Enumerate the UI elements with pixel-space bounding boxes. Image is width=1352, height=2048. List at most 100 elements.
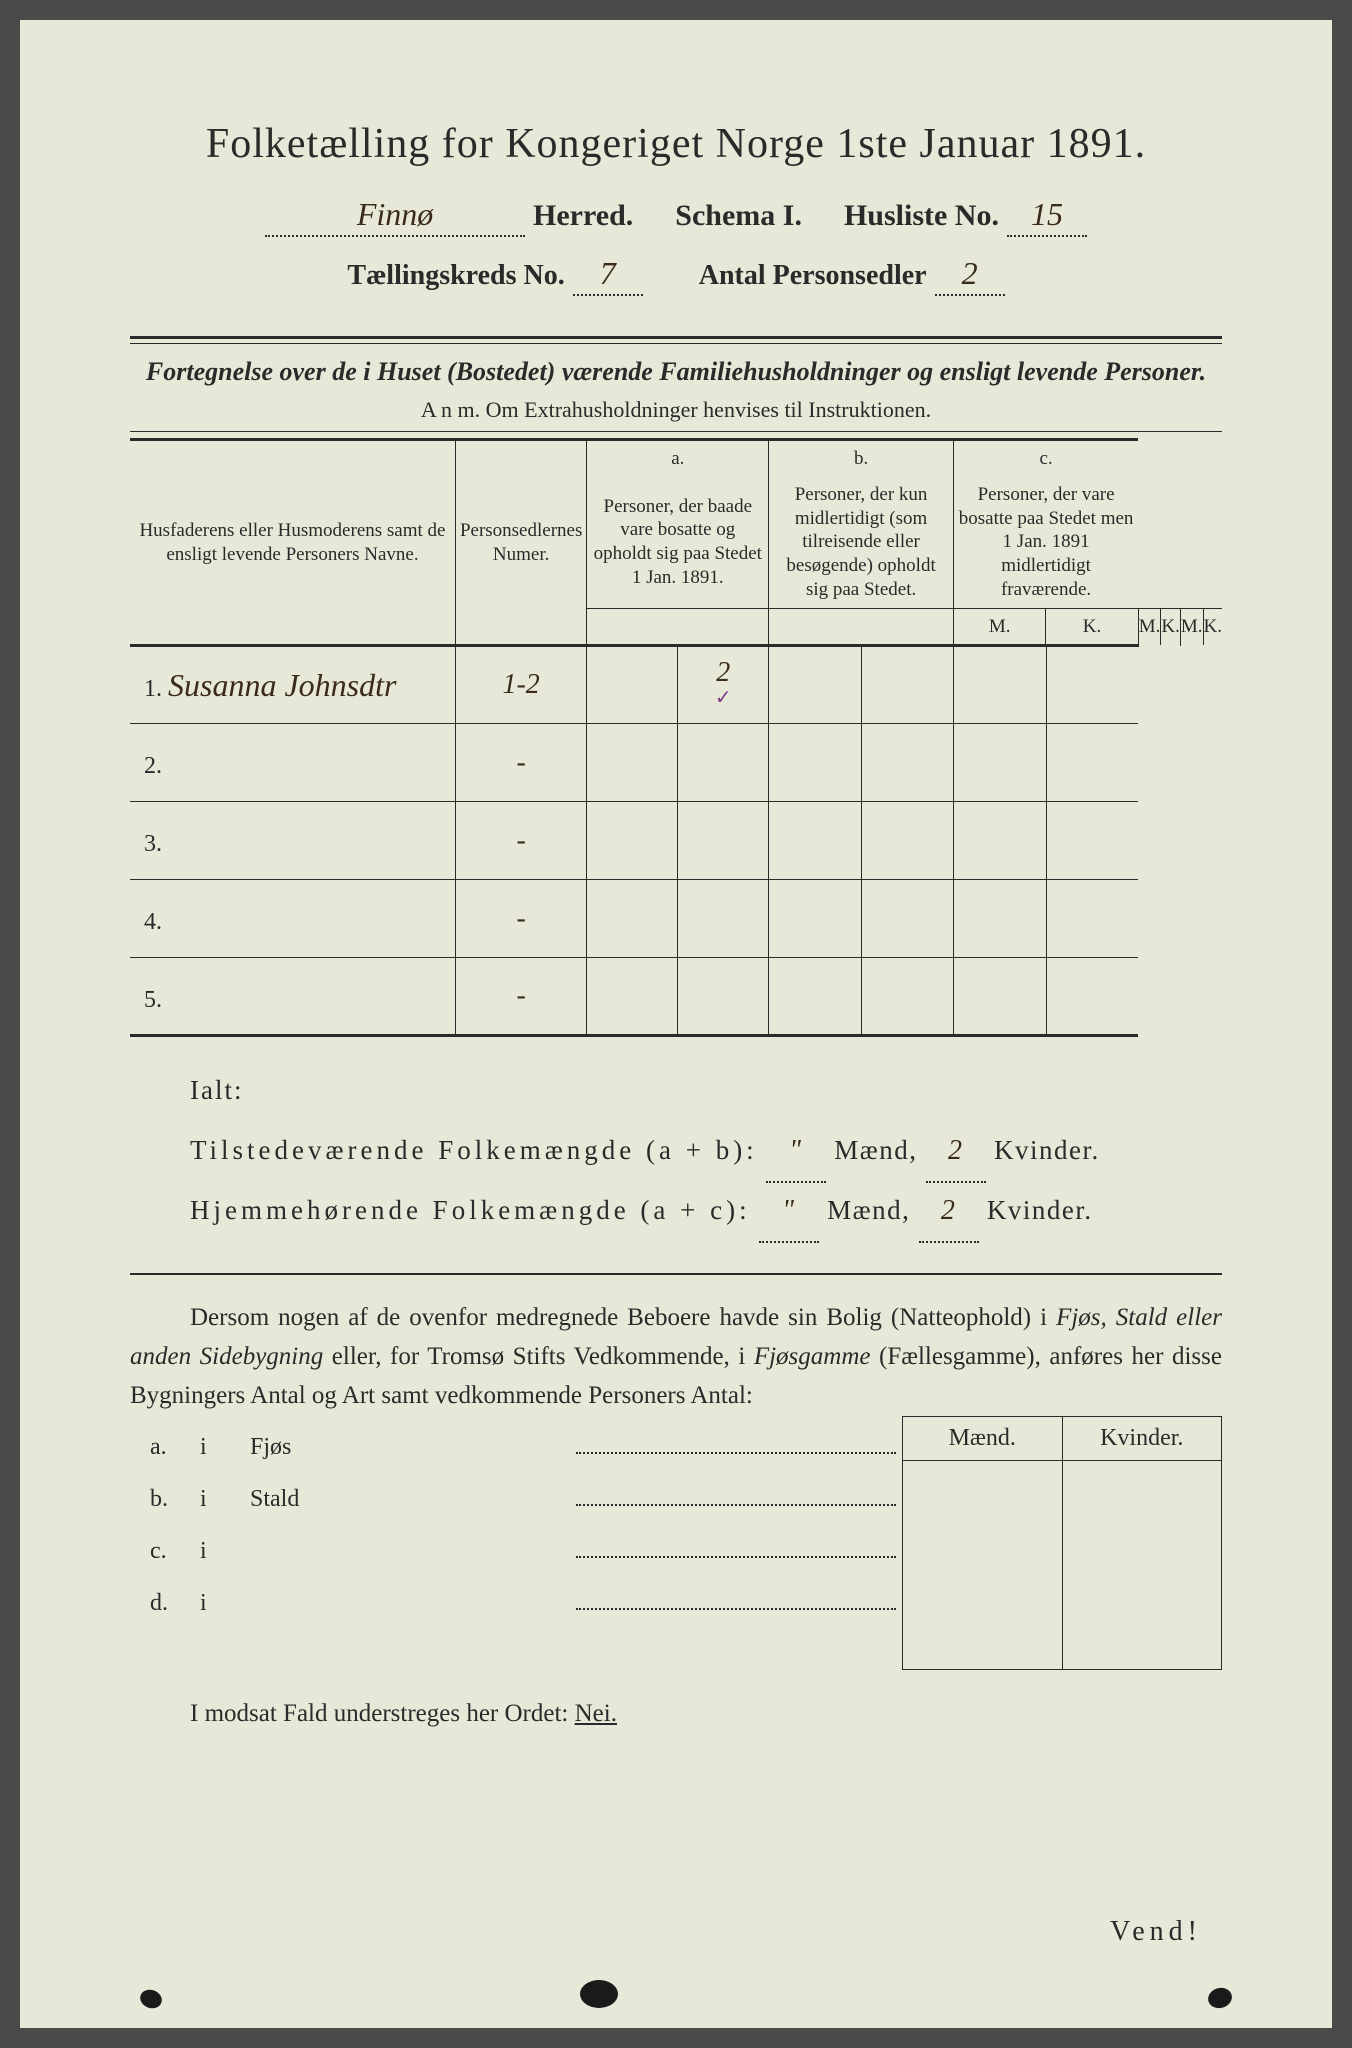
anm-note: A n m. Om Extrahusholdninger henvises ti… <box>130 397 1222 423</box>
resident-k: 2 <box>919 1183 979 1243</box>
col-a-header: Personer, der baade vare bosatte og opho… <box>587 477 769 608</box>
present-line: Tilstedeværende Folkemængde (a + b): " M… <box>190 1123 1222 1183</box>
subtitle: Fortegnelse over de i Huset (Bostedet) v… <box>130 354 1222 389</box>
cell-b-k <box>862 880 953 957</box>
table-row: 4. - <box>130 880 1222 958</box>
cell-c-k <box>1047 958 1139 1034</box>
maend-label: Mænd. <box>902 1416 1062 1461</box>
household-table: Husfaderens eller Husmoderens samt de en… <box>130 438 1222 1037</box>
cell-b-m <box>769 958 861 1034</box>
building-row: b.iStald <box>130 1486 902 1538</box>
inkblot-icon <box>580 1980 618 2008</box>
ialt-label: Ialt: <box>190 1063 1222 1117</box>
row-number: 2. <box>130 724 455 802</box>
cell-b-m <box>769 647 861 723</box>
nei-line: I modsat Fald understreges her Ordet: Ne… <box>130 1700 1222 1728</box>
building-letter: c. <box>130 1538 200 1565</box>
table-row: 5. - <box>130 958 1222 1036</box>
col-c-letter: c. <box>953 440 1138 477</box>
header-line-2: Tællingskreds No. 7 Antal Personsedler 2 <box>130 255 1222 296</box>
building-i: i <box>200 1590 250 1617</box>
herred-label: Herred. <box>533 199 633 233</box>
building-row: d.i <box>130 1590 902 1642</box>
col-header-num: Personsedlernes Numer. <box>455 440 586 646</box>
mk-m: M. <box>1181 609 1204 645</box>
col-a-letter: a. <box>587 440 769 477</box>
cell-a-m <box>587 724 678 801</box>
table-row: 2. - <box>130 724 1222 802</box>
header-line-1: Finnø Herred. Schema I. Husliste No. 15 <box>130 196 1222 237</box>
rule <box>130 336 1222 339</box>
cell-c-k <box>1047 647 1139 723</box>
kreds-label: Tællingskreds No. <box>347 260 564 292</box>
building-name: Stald <box>250 1486 570 1513</box>
mk-header: Mænd. Kvinder. <box>902 1416 1222 1461</box>
building-i: i <box>200 1538 250 1565</box>
mk-m: M. <box>954 609 1046 645</box>
building-letter: b. <box>130 1486 200 1513</box>
antal-value: 2 <box>935 255 1005 296</box>
table-row: 3. - <box>130 802 1222 880</box>
cell-c-m <box>954 880 1047 957</box>
building-section: a.iFjøsb.iStaldc.id.i Mænd. Kvinder. <box>130 1416 1222 1670</box>
building-row: c.i <box>130 1538 902 1590</box>
husliste-label: Husliste No. <box>844 199 999 233</box>
schema-label: Schema I. <box>675 199 802 233</box>
cell-a-m <box>587 802 678 879</box>
kvinder-label: Kvinder. <box>1062 1416 1223 1461</box>
antal-label: Antal Personsedler <box>699 260 927 292</box>
rule <box>130 1273 1222 1275</box>
row-number: 3. <box>130 802 455 880</box>
col-header-name: Husfaderens eller Husmoderens samt de en… <box>130 440 455 646</box>
cell-a-k <box>678 880 768 957</box>
person-num: - <box>455 880 586 958</box>
census-form-page: Folketælling for Kongeriget Norge 1ste J… <box>20 20 1332 2028</box>
cell-a-k <box>678 802 768 879</box>
totals-section: Ialt: Tilstedeværende Folkemængde (a + b… <box>130 1063 1222 1243</box>
person-num: - <box>455 724 586 802</box>
cell-a-m <box>587 880 678 957</box>
col-c-header: Personer, der vare bosatte paa Stedet me… <box>953 477 1138 608</box>
present-m: " <box>766 1123 826 1183</box>
cell-c-m <box>954 802 1047 879</box>
mk-row <box>902 1461 1222 1513</box>
mk-m: M. <box>1139 609 1162 645</box>
building-i: i <box>200 1486 250 1513</box>
row-number: 4. <box>130 880 455 958</box>
cell-b-m <box>769 880 861 957</box>
cell-c-m <box>954 647 1047 723</box>
building-paragraph: Dersom nogen af de ovenfor medregnede Be… <box>130 1299 1222 1415</box>
cell-b-k <box>862 647 953 723</box>
cell-c-m <box>954 958 1047 1034</box>
mk-k: K. <box>1161 609 1179 645</box>
cell-c-k <box>1047 724 1139 801</box>
cell-c-k <box>1047 802 1139 879</box>
herred-value: Finnø <box>265 196 525 237</box>
dotted-line <box>576 1488 896 1506</box>
cell-c-k <box>1047 880 1139 957</box>
row-number: 5. <box>130 958 455 1036</box>
cell-a-k <box>678 958 768 1034</box>
cell-b-m <box>769 724 861 801</box>
present-k: 2 <box>926 1123 986 1183</box>
vend-label: Vend! <box>1110 1916 1202 1948</box>
row-number: 1. Susanna Johnsdtr <box>130 646 455 724</box>
building-row: a.iFjøs <box>130 1434 902 1486</box>
building-i: i <box>200 1434 250 1461</box>
inkblot-icon <box>1206 1985 1234 2011</box>
cell-b-k <box>862 802 953 879</box>
cell-b-k <box>862 724 953 801</box>
rule <box>130 431 1222 432</box>
mk-row <box>902 1513 1222 1565</box>
rule <box>130 343 1222 344</box>
mk-row <box>902 1617 1222 1670</box>
page-title: Folketælling for Kongeriget Norge 1ste J… <box>130 120 1222 168</box>
building-name: Fjøs <box>250 1434 570 1461</box>
dotted-line <box>576 1540 896 1558</box>
cell-a-m <box>587 958 678 1034</box>
person-num: - <box>455 958 586 1036</box>
table-row: 1. Susanna Johnsdtr1-22✓ <box>130 646 1222 724</box>
mk-k: K. <box>1204 609 1222 645</box>
building-letter: a. <box>130 1434 200 1461</box>
kreds-value: 7 <box>573 255 643 296</box>
